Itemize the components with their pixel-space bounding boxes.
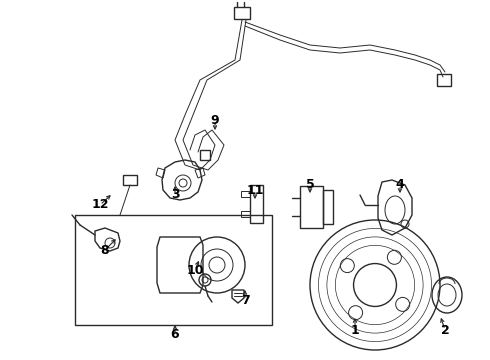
Text: 10: 10	[186, 264, 204, 276]
Text: 4: 4	[395, 179, 404, 192]
Text: 11: 11	[246, 184, 264, 197]
Bar	[75, 215, 272, 325]
Bar	[200, 150, 210, 160]
Bar	[123, 175, 137, 185]
Text: 12: 12	[91, 198, 109, 211]
Text: 3: 3	[171, 189, 179, 202]
Text: 9: 9	[211, 113, 220, 126]
Text: 5: 5	[306, 179, 315, 192]
Text: 7: 7	[241, 293, 249, 306]
Text: 1: 1	[351, 324, 359, 337]
Bar	[234, 7, 250, 19]
Bar	[437, 74, 451, 86]
Text: 2: 2	[441, 324, 449, 337]
Text: 6: 6	[171, 328, 179, 342]
Text: 8: 8	[100, 243, 109, 256]
